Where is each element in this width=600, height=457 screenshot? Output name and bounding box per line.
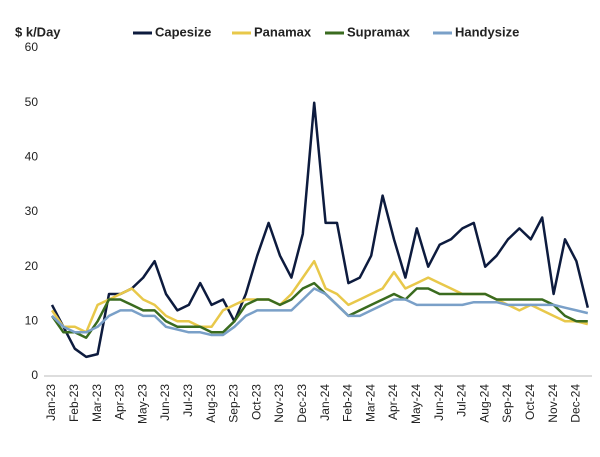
x-tick-label: Jul-23 xyxy=(181,384,195,417)
x-tick-label: Sep-24 xyxy=(500,384,514,423)
series-line xyxy=(50,259,589,334)
legend-label: Panamax xyxy=(254,24,312,39)
x-tick-label: Jan-24 xyxy=(318,384,332,421)
y-tick-label: 0 xyxy=(31,368,38,382)
x-tick-label: Apr-24 xyxy=(386,384,400,420)
y-tick-label: 30 xyxy=(25,204,39,218)
y-axis-label: $ k/Day xyxy=(15,24,61,39)
x-tick-label: May-23 xyxy=(135,384,149,424)
x-tick-label: Jun-24 xyxy=(432,384,446,421)
x-tick-label: Oct-23 xyxy=(249,384,263,420)
x-tick-label: Dec-24 xyxy=(569,384,583,423)
x-tick-label: Aug-24 xyxy=(477,384,491,423)
legend-label: Handysize xyxy=(455,24,519,39)
x-tick-label: Dec-23 xyxy=(295,384,309,423)
x-tick-label: May-24 xyxy=(409,384,423,424)
y-tick-label: 60 xyxy=(25,40,39,54)
y-tick-label: 10 xyxy=(25,314,39,328)
x-tick-label: Aug-23 xyxy=(204,384,218,423)
x-tick-label: Jun-23 xyxy=(158,384,172,421)
series-line xyxy=(50,101,590,359)
x-tick-label: Apr-23 xyxy=(113,384,127,420)
y-tick-label: 50 xyxy=(25,95,39,109)
x-tick-label: Sep-23 xyxy=(227,384,241,423)
x-tick-label: Mar-23 xyxy=(90,384,104,422)
x-tick-label: Mar-24 xyxy=(363,384,377,422)
legend-label: Supramax xyxy=(347,24,411,39)
x-tick-label: Jul-24 xyxy=(455,384,469,417)
series-line xyxy=(51,287,589,337)
x-tick-label: Feb-24 xyxy=(341,384,355,422)
x-tick-label: Nov-23 xyxy=(272,384,286,423)
x-tick-label: Oct-24 xyxy=(523,384,537,420)
legend-label: Capesize xyxy=(155,24,211,39)
x-tick-label: Nov-24 xyxy=(546,384,560,423)
x-tick-label: Feb-23 xyxy=(67,384,81,422)
x-tick-label: Jan-23 xyxy=(44,384,58,421)
y-tick-label: 20 xyxy=(25,259,39,273)
y-tick-label: 40 xyxy=(25,150,39,164)
series-line xyxy=(50,281,588,339)
